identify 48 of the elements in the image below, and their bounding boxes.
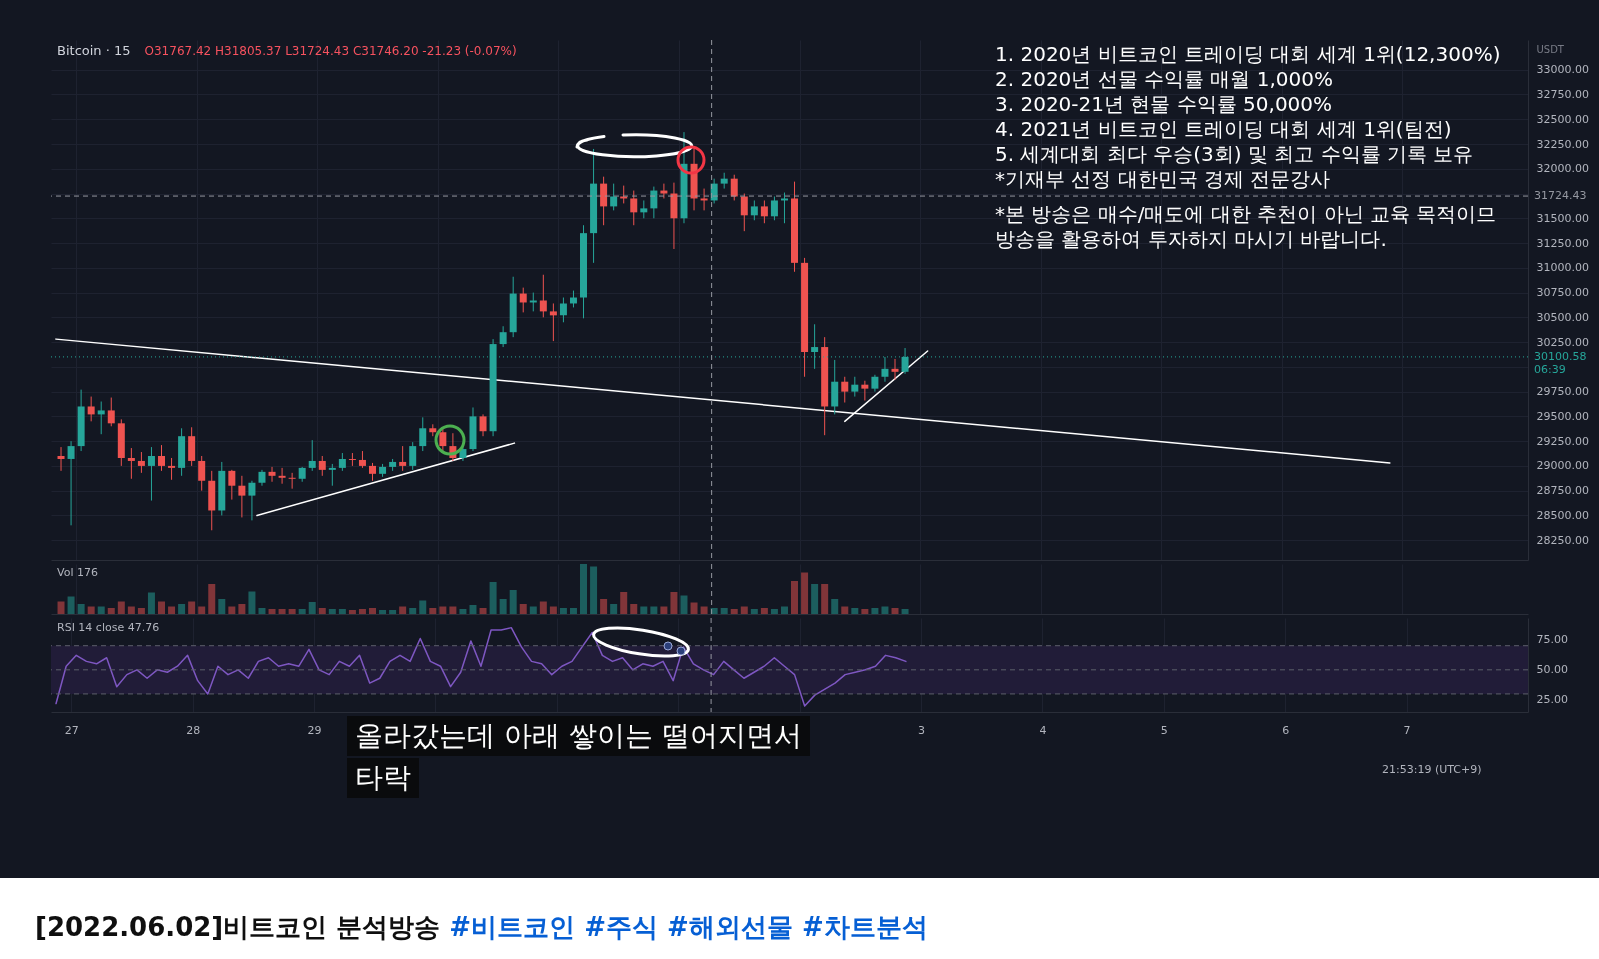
y-tick-label: 50.00 [1536,663,1568,677]
chart-subtitle: Bitcoin · 15 [57,43,131,59]
y-tick-label: 29250.00 [1536,434,1589,448]
x-tick-label: 27 [64,723,79,737]
y-tick-label: 28750.00 [1536,484,1589,498]
annotation: *기재부 선정 대한민국 경제 전문강사 [995,167,1331,191]
y-tick-label: 32750.00 [1536,87,1589,101]
y-tick-label: 25.00 [1536,693,1568,707]
y-tick-label: 32000.00 [1536,162,1589,176]
y-tick-label: 29750.00 [1536,385,1589,399]
y-tick-label: 32250.00 [1536,137,1589,151]
annotation: 4. 2021년 비트코인 트레이딩 대회 세계 1위(팀전) [995,117,1452,141]
y-tick-label: 31500.00 [1536,211,1589,225]
annotation: 5. 세계대회 최다 우승(3회) 및 최고 수익률 기록 보유 [995,142,1474,166]
chart-title: Vol 176 [57,566,98,579]
y-tick-label: 28250.00 [1536,533,1589,547]
x-tick-label: 6 [1282,723,1290,737]
y-tick-label: 30500.00 [1536,310,1589,324]
y-tick-label: 28500.00 [1536,508,1589,522]
annotation: 1. 2020년 비트코인 트레이딩 대회 세계 1위(12,300%) [995,42,1501,66]
text: 21:53:19 (UTC+9) [1382,763,1482,776]
y-tick-label: 29500.00 [1536,409,1589,423]
annotation: 방송을 활용하여 투자하지 마시기 바랍니다. [995,227,1387,251]
text: 올라갔는데 아래 쌓이는 떨어지면서 [347,716,810,756]
ref-line-label: 30100.58 06:39 [1534,349,1587,376]
y-tick-label: 75.00 [1536,633,1568,647]
y-tick-label: 30250.00 [1536,335,1589,349]
y-axis-title: USDT [1536,43,1565,55]
x-tick-label: 5 [1160,723,1168,737]
x-tick-label: 28 [186,723,201,737]
x-tick-label: 7 [1403,723,1411,737]
text: [2022.06.02]비트코인 분석방송 #비트코인 #주식 #해외선물 #차트분석 [35,912,928,942]
y-tick-label: 30750.00 [1536,286,1589,300]
text: 타락 [347,758,419,798]
y-tick-label: 32500.00 [1536,112,1589,126]
y-tick-label: 29000.00 [1536,459,1589,473]
annotation: O31767.42 H31805.37 L31724.43 C31746.20 -21.23 (-0.07%) [144,43,517,59]
ref-line-label: 31724.43 [1534,189,1587,203]
y-tick-label: 33000.00 [1536,63,1589,77]
chart-title: RSI 14 close 47.76 [57,621,160,634]
y-tick-label: 31000.00 [1536,261,1589,275]
annotation: 3. 2020-21년 현물 수익률 50,000% [995,92,1333,116]
x-tick-label: 4 [1039,723,1047,737]
y-tick-label: 31250.00 [1536,236,1589,250]
annotation: 2. 2020년 선물 수익률 매월 1,000% [995,67,1334,91]
x-tick-label: 29 [307,723,322,737]
annotation: *본 방송은 매수/매도에 대한 추천이 아닌 교육 목적이므 [995,202,1497,226]
x-tick-label: 3 [918,723,926,737]
